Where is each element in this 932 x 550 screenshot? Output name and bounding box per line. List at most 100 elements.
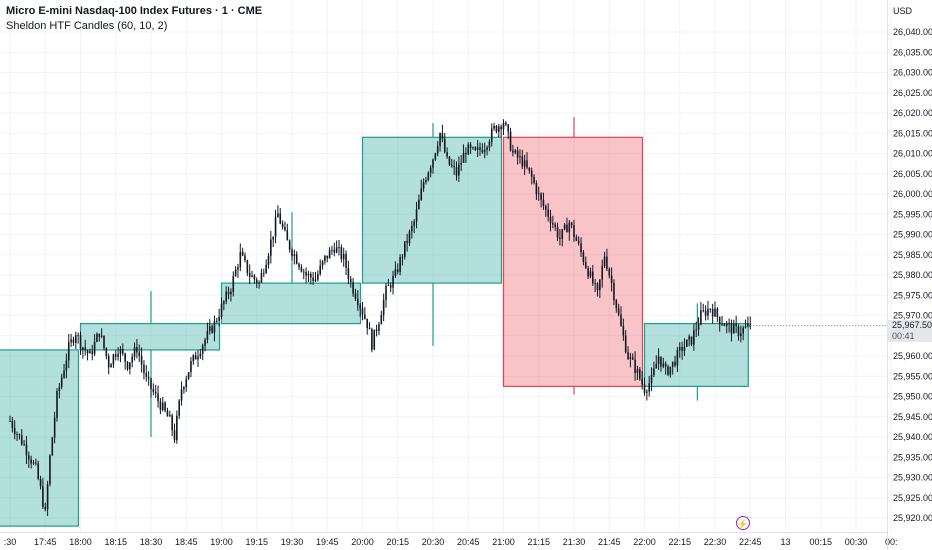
candle-body: [451, 164, 453, 167]
candle-body: [225, 291, 227, 302]
candle-body: [631, 357, 634, 360]
candle-body: [580, 243, 582, 253]
x-tick-label: 18:15: [104, 537, 127, 547]
candle-body: [373, 329, 376, 350]
candle-body: [286, 230, 289, 241]
candle-body: [422, 182, 425, 189]
candle-body: [220, 303, 223, 317]
candle-body: [404, 241, 406, 257]
candle-body: [714, 308, 716, 317]
candle-body: [425, 180, 427, 183]
candle-body: [150, 378, 152, 390]
candle-body: [63, 370, 65, 378]
candle-body: [161, 402, 164, 411]
candle-body: [469, 144, 472, 149]
candle-body: [620, 314, 622, 326]
candle-body: [514, 150, 517, 153]
candle-body: [317, 274, 319, 280]
candle-body: [37, 463, 39, 479]
candle-body: [70, 339, 72, 343]
y-tick-label: 26,000.00: [893, 189, 932, 199]
candle-body: [25, 444, 28, 456]
candle-body: [704, 310, 707, 316]
candle-body: [502, 122, 505, 130]
candle-body: [359, 305, 361, 309]
candle-body: [131, 356, 133, 363]
candle-body: [152, 389, 155, 392]
candle-body: [129, 362, 131, 370]
candle-body: [288, 240, 291, 250]
candle-body: [82, 347, 84, 350]
candle-body: [117, 353, 119, 357]
candle-body: [126, 361, 129, 370]
x-tick-label: 00:: [885, 537, 898, 547]
candle-body: [333, 249, 336, 253]
candle-body: [253, 275, 256, 280]
candle-body: [277, 213, 279, 218]
candle-body: [554, 224, 556, 227]
candle-body: [681, 346, 683, 351]
candle-body: [9, 420, 11, 422]
y-tick-label: 25,930.00: [893, 473, 932, 483]
candle-body: [639, 369, 641, 379]
candle-body: [157, 393, 159, 402]
candle-body: [265, 264, 267, 273]
candle-body: [199, 353, 202, 357]
candle-body: [479, 147, 481, 150]
candle-body: [573, 225, 575, 238]
candle-body: [493, 125, 495, 129]
candle-body: [707, 308, 709, 316]
candle-body: [530, 170, 533, 177]
candle-body: [411, 225, 413, 232]
candle-body: [674, 361, 676, 366]
candle-body: [79, 334, 82, 350]
y-tick-label: 25,920.00: [893, 513, 932, 523]
symbol-title[interactable]: Micro E-mini Nasdaq-100 Index Futures · …: [6, 5, 263, 17]
candle-body: [246, 260, 249, 274]
candle-body: [145, 373, 148, 377]
candle-body: [439, 133, 441, 147]
candle-body: [432, 159, 434, 168]
indicator-label[interactable]: Sheldon HTF Candles (60, 10, 2): [6, 20, 168, 32]
candle-body: [366, 318, 368, 329]
candle-body: [187, 372, 190, 380]
y-tick-label: 25,945.00: [893, 412, 932, 422]
candle-body: [552, 223, 554, 225]
candle-body: [176, 415, 178, 441]
y-tick-label: 26,005.00: [893, 169, 932, 179]
candle-body: [396, 269, 399, 272]
candle-body: [44, 506, 47, 510]
candle-body: [77, 334, 79, 336]
y-tick-label: 26,015.00: [893, 128, 932, 138]
candle-body: [629, 357, 632, 359]
candle-body: [744, 326, 747, 328]
candle-body: [173, 430, 176, 441]
candle-body: [352, 282, 354, 294]
candle-body: [436, 146, 439, 154]
currency-label[interactable]: USD: [893, 6, 913, 16]
x-tick-label: 20:45: [457, 537, 480, 547]
candle-body: [678, 346, 681, 351]
candle-body: [382, 299, 385, 316]
candle-body: [655, 363, 658, 369]
lightning-icon[interactable]: ⚡: [736, 516, 750, 530]
candle-body: [197, 356, 199, 360]
candle-body: [643, 384, 646, 393]
candle-body: [577, 240, 580, 244]
candle-body: [441, 133, 444, 139]
candle-body: [270, 239, 272, 256]
candle-body: [192, 355, 195, 362]
candle-body: [730, 323, 733, 334]
candle-body: [427, 172, 430, 181]
candle-body: [561, 229, 564, 239]
candle-body: [448, 156, 451, 165]
candle-body: [300, 267, 303, 272]
y-tick-label: 26,030.00: [893, 68, 932, 78]
candle-body: [507, 124, 509, 132]
candle-body: [321, 261, 324, 266]
candle-body: [653, 368, 655, 376]
candle-body: [42, 486, 44, 507]
candle-body: [230, 291, 232, 295]
candle-body: [169, 415, 171, 417]
